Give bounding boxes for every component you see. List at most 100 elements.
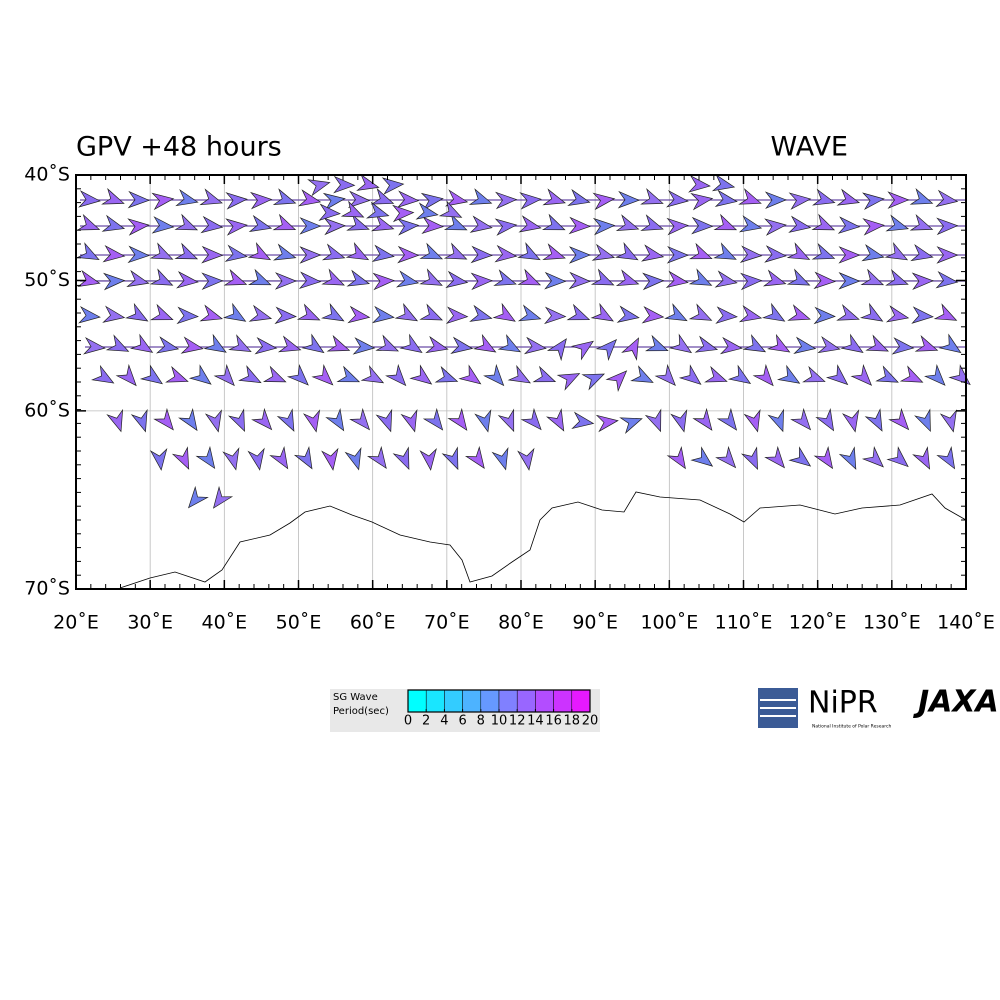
wave-arrow: [151, 216, 175, 234]
wave-arrow: [517, 447, 535, 471]
wave-arrow: [115, 363, 137, 387]
wave-arrow: [250, 191, 273, 210]
wave-arrow: [885, 305, 910, 323]
wave-arrow: [825, 364, 849, 386]
wave-arrow: [644, 408, 662, 433]
wave-arrow: [909, 188, 934, 205]
wave-arrow: [450, 336, 474, 355]
wave-arrow: [590, 268, 615, 286]
wave-arrow: [517, 268, 542, 286]
colorbar-boxes: 0 2 4 6 8 10 12 14 16 18 20: [404, 689, 598, 729]
wave-arrow: [272, 213, 297, 231]
colorbar-title: Period(sec): [333, 706, 389, 717]
wave-arrow: [340, 200, 365, 218]
wave-arrow: [864, 408, 883, 432]
wave-arrow: [77, 269, 101, 287]
wave-arrow: [178, 407, 198, 432]
wave-arrow: [764, 445, 785, 469]
wave-arrow: [434, 365, 459, 383]
wave-arrow: [836, 188, 861, 206]
wave-arrow: [914, 335, 939, 352]
wave-arrow: [617, 190, 640, 209]
wave-arrow: [180, 336, 204, 354]
wave-arrow: [201, 272, 224, 290]
wave-arrow: [397, 245, 420, 264]
wave-arrow: [347, 190, 371, 209]
wave-arrow: [595, 414, 619, 433]
wave-arrow: [139, 364, 163, 385]
wave-arrow: [665, 270, 689, 288]
wave-arrow: [616, 305, 640, 323]
wave-arrow: [293, 446, 313, 470]
wave-arrow: [225, 218, 248, 236]
wave-arrow: [517, 242, 541, 261]
wave-arrow: [812, 188, 836, 206]
wave-arrow: [174, 213, 199, 231]
wave-arrow: [752, 363, 774, 387]
wave-arrow: [742, 334, 767, 353]
wave-arrow: [727, 364, 752, 385]
wave-arrow: [595, 339, 618, 362]
wave-arrow: [127, 218, 150, 236]
wave-arrow: [491, 446, 509, 471]
wave-arrow: [912, 446, 931, 470]
wave-arrow: [495, 191, 518, 210]
wave-arrow: [394, 302, 419, 322]
wave-arrow: [546, 338, 567, 362]
wave-arrow: [740, 446, 758, 470]
wave-arrow: [861, 446, 884, 468]
wave-arrow: [78, 306, 101, 324]
wave-arrow: [149, 268, 174, 286]
wave-arrow: [301, 333, 325, 354]
wave-arrow: [318, 203, 341, 222]
wave-arrow: [899, 365, 924, 383]
wave-arrow: [838, 272, 861, 290]
wave-arrow: [566, 303, 591, 321]
colorbar-box: [480, 689, 500, 713]
logo-subtext: National Institute of Polar Research: [812, 724, 891, 730]
wave-arrow: [321, 243, 346, 261]
wave-arrow: [714, 189, 738, 207]
wave-arrow: [392, 204, 415, 223]
wave-arrow: [251, 407, 273, 431]
wave-arrow: [222, 447, 240, 471]
wave-arrow: [891, 337, 915, 355]
wave-arrow: [223, 268, 248, 286]
wave-arrow: [247, 447, 265, 471]
y-tick-label: 50˚S: [24, 269, 70, 291]
wave-arrow: [936, 217, 959, 236]
wave-arrow: [935, 270, 959, 289]
wave-arrow: [399, 333, 423, 354]
wave-arrow: [176, 306, 199, 325]
wave-arrow: [836, 304, 860, 321]
x-tick-label: 140˚E: [937, 612, 995, 634]
wave-arrow: [738, 305, 763, 323]
wave-arrow: [640, 187, 664, 205]
colorbar-tick-label: 10: [491, 714, 508, 729]
wave-arrow: [786, 242, 811, 260]
wave-arrow: [841, 409, 860, 433]
wave-arrow: [274, 272, 297, 290]
wave-arrow: [860, 268, 885, 286]
wave-arrow: [567, 188, 591, 207]
wave-arrow: [356, 173, 380, 191]
wave-arrow: [458, 364, 482, 385]
wave-arrow: [933, 303, 958, 321]
wave-arrow: [470, 245, 493, 264]
wave-arrow: [165, 365, 189, 383]
wave-arrow: [861, 244, 885, 262]
logo-stripes: [760, 699, 796, 717]
wave-arrow: [345, 242, 370, 261]
wave-arrow: [592, 192, 616, 211]
wave-arrow: [605, 370, 628, 393]
wave-arrow: [227, 408, 245, 432]
wave-arrow: [203, 333, 227, 353]
wave-arrow: [272, 188, 297, 205]
wave-arrow: [911, 272, 934, 291]
wave-arrows: [76, 173, 971, 509]
wave-arrow: [788, 215, 812, 233]
wave-arrow: [311, 364, 334, 386]
wave-arrow: [811, 213, 836, 231]
wave-arrow: [103, 272, 126, 291]
wave-arrow: [688, 303, 713, 321]
